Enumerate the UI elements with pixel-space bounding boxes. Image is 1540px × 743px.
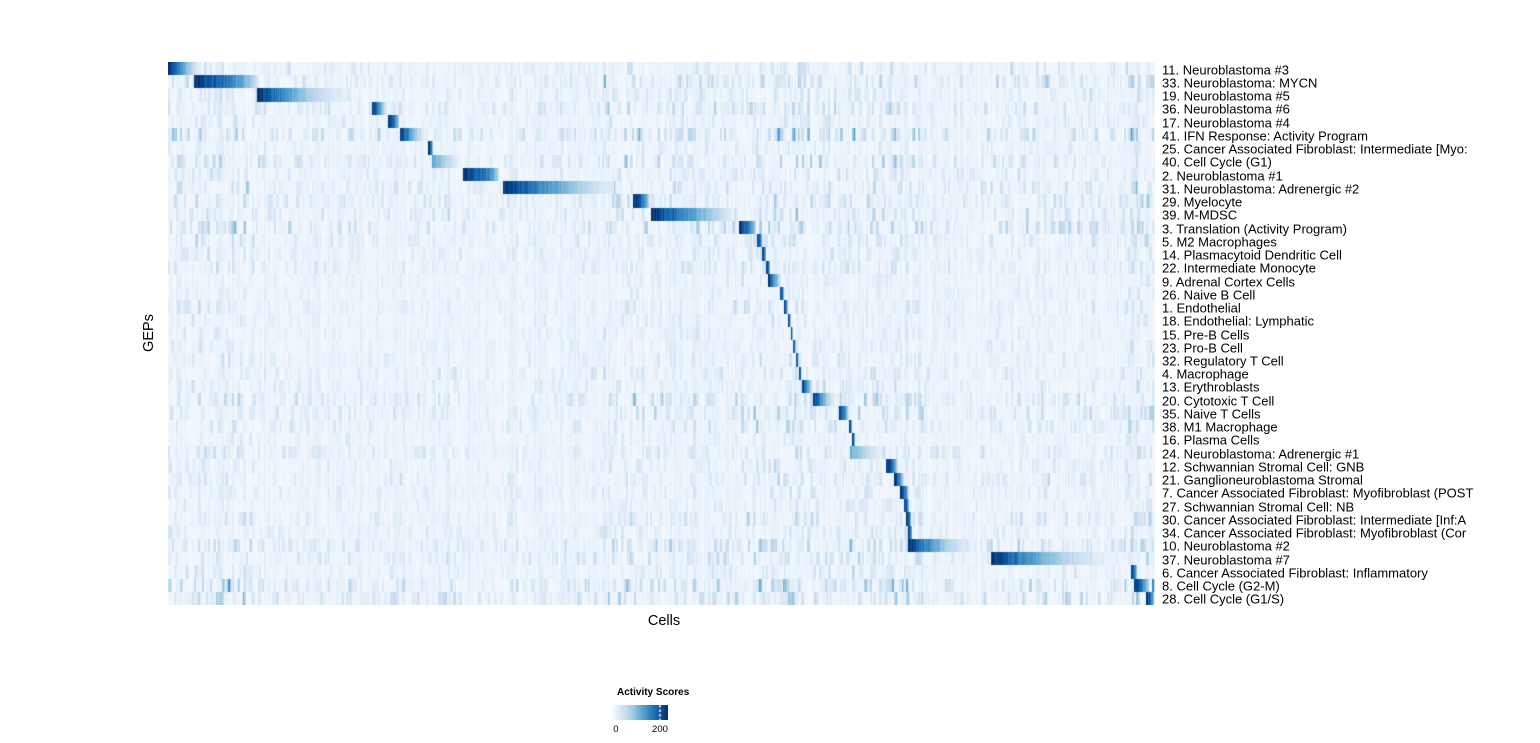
row-label: 33. Neuroblastoma: MYCN [1162,75,1318,91]
row-label: 35. Naive T Cells [1162,406,1261,422]
x-axis-label: Cells [647,613,681,629]
row-label: 27. Schwannian Stromal Cell: NB [1162,499,1355,515]
row-label: 8. Cell Cycle (G2-M) [1162,578,1280,594]
row-label: 29. Myelocyte [1162,194,1243,210]
row-label: 20. Cytotoxic T Cell [1162,393,1275,409]
row-label: 28. Cell Cycle (G1/S) [1162,591,1285,607]
legend-colorbar [612,705,668,720]
row-label: 7. Cancer Associated Fibroblast: Myofibr… [1162,485,1474,501]
row-label: 5. M2 Macrophages [1162,234,1277,250]
row-label: 37. Neuroblastoma #7 [1162,552,1290,568]
row-label: 36. Neuroblastoma #6 [1162,101,1290,117]
row-label: 18. Endothelial: Lymphatic [1162,313,1315,329]
row-label: 9. Adrenal Cortex Cells [1162,274,1295,290]
row-label: 32. Regulatory T Cell [1162,353,1284,369]
row-label: 21. Ganglioneuroblastoma Stromal [1162,472,1363,488]
row-label: 1. Endothelial [1162,300,1241,316]
row-label: 31. Neuroblastoma: Adrenergic #2 [1162,181,1360,197]
y-axis-label: GEPs [141,314,157,352]
heatmap-canvas [168,62,1155,605]
row-label: 19. Neuroblastoma #5 [1162,88,1290,104]
row-label: 14. Plasmacytoid Dendritic Cell [1162,247,1342,263]
row-label: 3. Translation (Activity Program) [1162,221,1347,237]
row-label: 26. Naive B Cell [1162,287,1256,303]
legend-tick-200: 200 [652,724,668,735]
row-label: 15. Pre-B Cells [1162,327,1250,342]
row-label: 24. Neuroblastoma: Adrenergic #1 [1162,446,1360,462]
row-label: 30. Cancer Associated Fibroblast: Interm… [1162,512,1467,528]
row-label: 4. Macrophage [1162,366,1249,382]
row-label: 11. Neuroblastoma #3 [1162,62,1289,78]
row-label: 38. M1 Macrophage [1162,419,1278,435]
legend-title: Activity Scores [617,687,690,698]
row-labels: 11. Neuroblastoma #3 33. Neuroblastoma: M… [1162,62,1540,607]
row-label: 34. Cancer Associated Fibroblast: Myofib… [1162,525,1467,541]
row-label: 41. IFN Response: Activity Program [1162,128,1368,144]
row-label: 23. Pro-B Cell [1162,340,1243,356]
row-label: 13. Erythroblasts [1162,379,1260,395]
row-label: 40. Cell Cycle (G1) [1162,154,1272,170]
row-label: 2. Neuroblastoma #1 [1162,168,1283,184]
row-label: 22. Intermediate Monocyte [1162,260,1316,276]
row-label: 12. Schwannian Stromal Cell: GNB [1162,459,1365,475]
row-label: 6. Cancer Associated Fibroblast: Inflamm… [1162,565,1428,581]
row-label: 39. M-MDSC [1162,207,1238,223]
legend-tick-0: 0 [613,724,619,735]
row-label: 10. Neuroblastoma #2 [1162,538,1290,554]
row-label: 17. Neuroblastoma #4 [1162,115,1290,131]
row-label: 25. Cancer Associated Fibroblast: Interm… [1162,141,1468,157]
row-label: 16. Plasma Cells [1162,432,1260,448]
